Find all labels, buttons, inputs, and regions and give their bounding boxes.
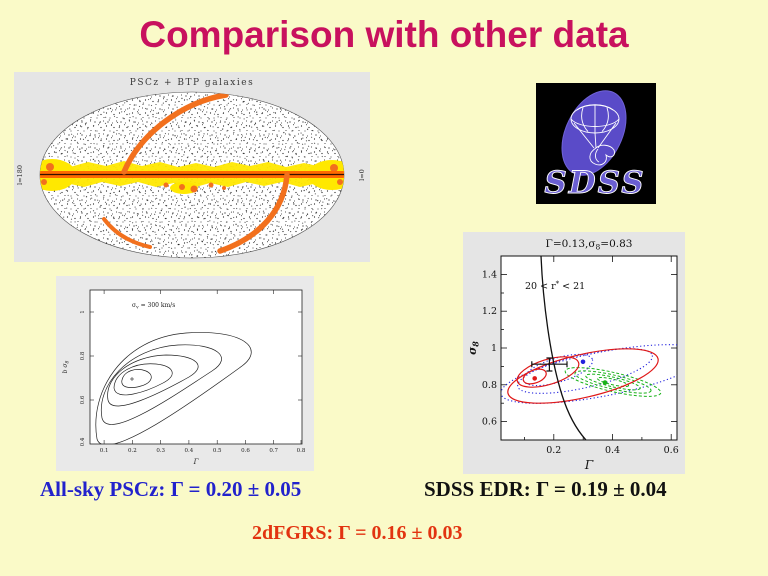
svg-text:1.4: 1.4 [482,269,497,280]
axis-ticks [501,256,677,440]
likelihood-contours [95,332,252,444]
sdss-logo: SDSS [536,83,656,204]
svg-text:0.4: 0.4 [185,448,194,454]
svg-text:1: 1 [491,343,497,354]
svg-text:1: 1 [80,310,86,314]
model-title: Γ=0.13,σ8=0.83 [546,238,633,252]
sdss-contour-figure: Γ=0.13,σ8=0.83 1.4 1.2 [463,232,685,474]
orange-patches [41,163,343,193]
longitude-label-right: l=0 [358,169,366,181]
x-tick-labels: 0.1 0.2 0.3 0.4 0.5 0.6 0.7 0.8 [100,448,306,454]
x-axis-label: Γ [193,458,200,466]
degeneracy-curve [540,256,587,440]
y-tick-labels: 1.4 1.2 1 0.8 0.6 [482,269,497,427]
blue-best-fit-point [580,359,586,365]
green-dashed-contours [564,367,662,397]
svg-text:0.8: 0.8 [297,448,306,454]
ecliptic-arcs [102,92,290,254]
error-bar-cross [531,357,568,372]
longitude-label-left: l=180 [16,165,24,185]
velocity-annotation: σv = 300 km/s [132,302,175,311]
red-solid-contours [507,348,659,404]
svg-text:0.4: 0.4 [605,445,620,456]
pscz-likelihood-figure: 0.1 0.2 0.3 0.4 0.5 0.6 0.7 0.8 1 0.8 0.… [56,276,314,471]
x-tick-labels: 0.2 0.4 0.6 [546,445,679,456]
diamond-wireframe-icon [570,104,620,166]
magnitude-annotation: 20 < r* < 21 [525,280,585,292]
caption-2dfgrs-result: 2dFGRS: Γ = 0.16 ± 0.03 [252,522,463,544]
green-best-fit-point [602,380,608,385]
axis-ticks [90,290,302,444]
svg-text:0.3: 0.3 [156,448,165,454]
sky-map-content [40,92,344,258]
caption-sdss-result: SDSS EDR: Γ = 0.19 ± 0.04 [424,477,667,501]
svg-text:0.6: 0.6 [482,417,497,428]
sdss-logo-text: SDSS [544,165,645,201]
svg-text:0.7: 0.7 [269,448,278,454]
sky-map-title: PSCz + BTP galaxies [130,78,254,88]
red-best-fit-point [532,376,537,381]
sdss-logo-canvas: SDSS [536,83,656,204]
sdss-plot-canvas: Γ=0.13,σ8=0.83 1.4 1.2 [466,238,679,472]
svg-text:0.8: 0.8 [80,351,86,360]
y-axis-label: b σ8 [62,361,71,374]
y-axis-label: σ8 [466,341,481,355]
svg-text:0.6: 0.6 [241,448,250,454]
plot-frame [89,289,303,445]
plot-frame [500,255,678,441]
pscz-sky-map-figure: PSCz + BTP galaxies [14,72,370,262]
svg-text:0.6: 0.6 [80,395,86,404]
svg-text:0.5: 0.5 [213,448,222,454]
caption-pscz-result: All-sky PSCz: Γ = 0.20 ± 0.05 [40,477,302,501]
slide-title: Comparison with other data [139,14,629,55]
sky-map-canvas: PSCz + BTP galaxies [16,78,366,259]
svg-text:0.8: 0.8 [482,380,497,391]
svg-text:0.1: 0.1 [100,448,109,454]
y-tick-labels: 1 0.8 0.6 0.4 [80,310,86,446]
svg-text:0.2: 0.2 [128,448,137,454]
svg-text:0.4: 0.4 [80,437,86,446]
x-axis-label: Γ [584,458,594,472]
svg-text:1.2: 1.2 [482,306,497,317]
pscz-plot-canvas: 0.1 0.2 0.3 0.4 0.5 0.6 0.7 0.8 1 0.8 0.… [62,289,306,466]
svg-text:0.6: 0.6 [664,445,679,456]
svg-text:0.2: 0.2 [546,445,561,456]
